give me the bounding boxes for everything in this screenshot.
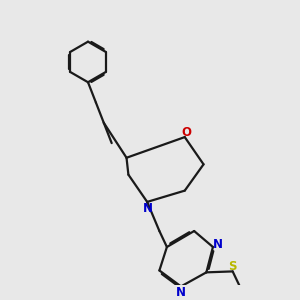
Text: N: N [143, 202, 153, 214]
Text: S: S [228, 260, 237, 273]
Text: O: O [182, 125, 192, 139]
Text: N: N [176, 286, 185, 298]
Text: N: N [213, 238, 223, 251]
